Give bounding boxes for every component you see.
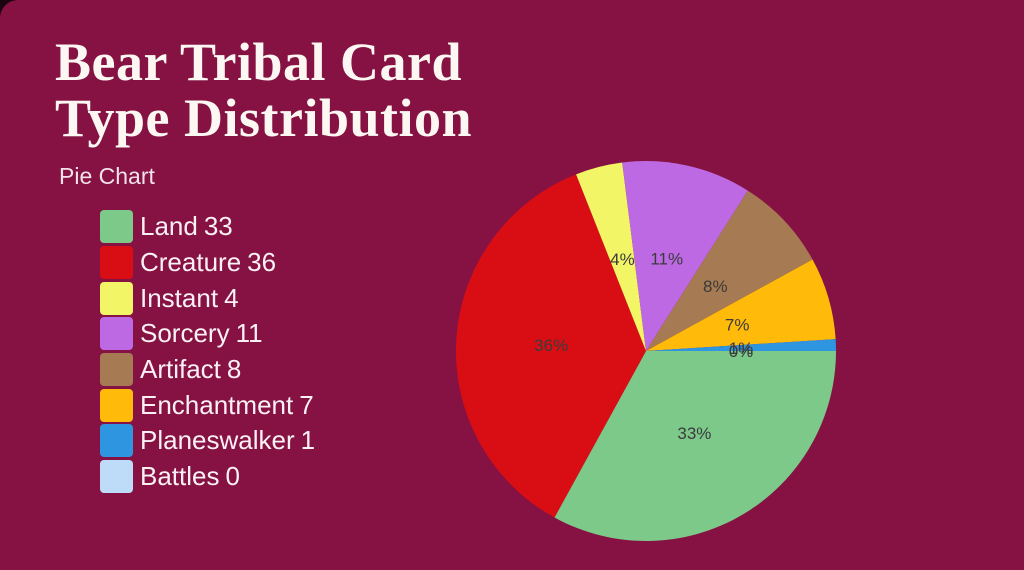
- pie-percent-label-enchantment: 7%: [725, 316, 750, 335]
- legend-item-battles: Battles 0: [100, 459, 315, 495]
- pie-percent-label-artifact: 8%: [703, 277, 728, 296]
- legend-swatch-planeswalker: [100, 424, 133, 458]
- pie-chart: 33% 36% 4% 11% 8% 7% 1%0%: [455, 161, 836, 541]
- legend-item-instant: Instant 4: [100, 280, 315, 316]
- pie-slice-enchantment: [646, 259, 836, 351]
- legend-item-artifact: Artifact 8: [100, 352, 315, 388]
- pie-slice-artifact: [646, 190, 813, 351]
- legend-label: Land: [140, 211, 198, 242]
- legend-value: 0: [225, 461, 240, 492]
- legend-swatch-sorcery: [100, 317, 133, 351]
- legend-value: 4: [224, 282, 239, 313]
- legend-value: 7: [299, 389, 314, 420]
- pie-percent-label-land: 33%: [677, 424, 711, 443]
- legend-item-creature: Creature 36: [100, 245, 315, 281]
- legend: Land 33 Creature 36 Instant 4 Sorcery 11 Artifac…: [100, 209, 315, 495]
- legend-label: Artifact: [140, 354, 221, 385]
- legend-swatch-creature: [100, 246, 133, 280]
- legend-label: Creature: [140, 247, 242, 278]
- pie-percent-label-sorcery: 11%: [650, 249, 683, 268]
- pie-chart-area: 33% 36% 4% 11% 8% 7% 1% 0%: [446, 151, 846, 551]
- pie-percent-label-instant: 4%: [610, 250, 635, 269]
- legend-label: Instant: [140, 282, 219, 313]
- legend-swatch-instant: [100, 281, 133, 315]
- legend-value: 33: [203, 211, 233, 242]
- legend-item-land: Land 33: [100, 209, 315, 245]
- legend-value: 8: [226, 354, 242, 385]
- pie-percent-label-battles: 0%: [729, 342, 754, 361]
- pie-percent-label-planeswalker: 1%: [729, 339, 754, 358]
- legend-item-enchantment: Enchantment 7: [100, 387, 315, 423]
- chart-subtitle: Pie Chart: [59, 163, 155, 189]
- legend-swatch-battles: [100, 460, 133, 494]
- legend-value: 11: [235, 318, 263, 349]
- legend-label: Enchantment: [140, 389, 294, 420]
- pie-slice-planeswalker: [646, 339, 836, 351]
- legend-label: Battles: [140, 461, 220, 492]
- legend-swatch-enchantment: [100, 388, 133, 422]
- pie-percent-label-creature: 36%: [534, 336, 568, 355]
- legend-item-sorcery: Sorcery 11: [100, 316, 315, 352]
- pie-slice-land: [554, 351, 836, 541]
- pie-slice-instant: [576, 162, 646, 351]
- legend-label: Planeswalker: [140, 425, 295, 456]
- legend-value: 36: [247, 247, 277, 278]
- pie-slice-creature: [455, 174, 646, 518]
- pie-slice-sorcery: [622, 161, 748, 351]
- legend-swatch-land: [100, 210, 133, 244]
- legend-item-planeswalker: Planeswalker 1: [100, 423, 315, 459]
- chart-title: Bear Tribal Card Type Distribution: [55, 32, 473, 149]
- legend-value: 1: [300, 425, 316, 456]
- legend-label: Sorcery: [140, 318, 230, 349]
- legend-swatch-artifact: [100, 353, 133, 387]
